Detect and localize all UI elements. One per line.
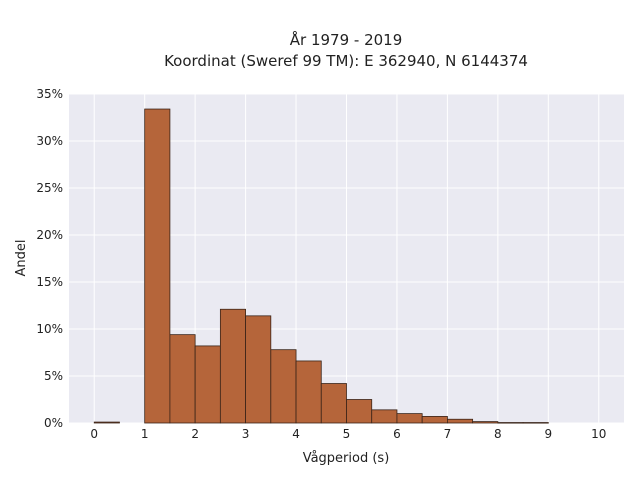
histogram-bar xyxy=(295,360,322,424)
x-tick-label: 10 xyxy=(591,427,606,441)
y-tick-label: 15% xyxy=(36,275,63,289)
y-tick-label: 35% xyxy=(36,87,63,101)
histogram-bar xyxy=(472,421,499,424)
histogram-bar xyxy=(270,349,297,424)
x-tick-label: 0 xyxy=(90,427,98,441)
histogram-bar xyxy=(245,315,272,424)
histogram-bar xyxy=(371,409,398,424)
x-tick-label: 9 xyxy=(544,427,552,441)
histogram-bar xyxy=(169,334,196,424)
x-tick-labels: 0 1 2 3 4 5 6 7 8 9 10 xyxy=(90,427,606,441)
histogram-bar xyxy=(396,413,423,424)
x-axis-label: Vågperiod (s) xyxy=(303,451,390,466)
y-tick-labels: 0% 5% 10% 15% 20% 25% 30% 35% xyxy=(36,87,63,430)
histogram-bar xyxy=(447,418,474,424)
x-tick-label: 8 xyxy=(494,427,502,441)
grid-lines xyxy=(69,93,624,424)
chart-title-line2: Koordinat (Sweref 99 TM): E 362940, N 61… xyxy=(164,52,528,70)
bars-group xyxy=(93,108,549,424)
histogram-bar xyxy=(320,383,347,424)
histogram-bar xyxy=(497,422,524,424)
x-tick-label: 5 xyxy=(343,427,351,441)
x-tick-label: 6 xyxy=(393,427,401,441)
histogram-bar xyxy=(144,108,171,424)
x-tick-label: 3 xyxy=(242,427,250,441)
x-tick-label: 2 xyxy=(191,427,199,441)
y-axis-label: Andel xyxy=(14,240,29,277)
histogram-bar xyxy=(194,345,221,424)
y-tick-label: 0% xyxy=(44,416,63,430)
y-tick-label: 30% xyxy=(36,134,63,148)
x-tick-label: 4 xyxy=(292,427,300,441)
histogram-bar xyxy=(421,416,448,424)
y-tick-label: 5% xyxy=(44,369,63,383)
histogram-bar xyxy=(522,422,549,424)
y-tick-label: 10% xyxy=(36,322,63,336)
x-tick-label: 7 xyxy=(444,427,452,441)
histogram-bar xyxy=(93,421,120,424)
x-tick-label: 1 xyxy=(141,427,149,441)
y-tick-label: 25% xyxy=(36,181,63,195)
chart-title-line1: År 1979 - 2019 xyxy=(290,30,403,49)
histogram-bar xyxy=(346,399,373,424)
y-tick-label: 20% xyxy=(36,228,63,242)
histogram-bar xyxy=(219,308,246,424)
